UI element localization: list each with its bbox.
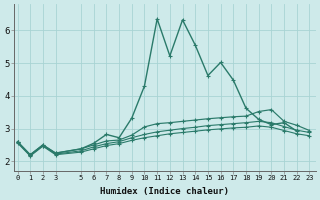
X-axis label: Humidex (Indice chaleur): Humidex (Indice chaleur) [100,187,229,196]
